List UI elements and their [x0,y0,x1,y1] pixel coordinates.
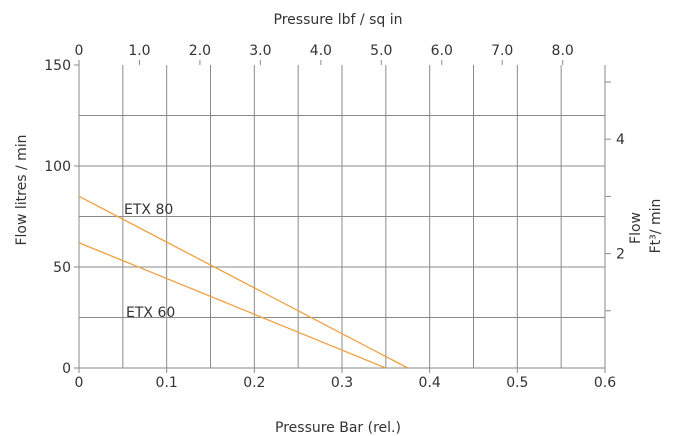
x-top-tick-label: 1.0 [128,43,150,59]
x-bottom-tick-label: 0.3 [331,375,353,391]
y-right-axis-label-line1: Flow [628,212,644,244]
y-left-axis-label: Flow litres / min [14,134,30,245]
x-top-tick-label: 6.0 [431,43,453,59]
x-top-tick-label: 0 [75,43,84,59]
x-top-tick-label: 8.0 [552,43,574,59]
series: ETX 80 ETX 60 [78,195,409,369]
y-right-tick-label: 4 [616,132,625,148]
x-bottom-tick-label: 0.4 [419,375,441,391]
x-bottom-tick-label: 0 [75,375,84,391]
ticks: 0 0.1 0.2 0.3 0.4 0.5 0.6 0 1.0 2.0 3.0 4.0 5.0 6.0 7.… [44,43,625,391]
series-label-etx-60: ETX 60 [126,305,175,321]
series-label-etx-80: ETX 80 [124,202,173,218]
x-top-tick-label: 5.0 [370,43,392,59]
x-top-tick-label: 7.0 [491,43,513,59]
y-left-tick-label: 150 [44,58,71,74]
x-bottom-tick-label: 0.1 [156,375,178,391]
y-left-tick-label: 100 [44,159,71,175]
x-top-axis-label: Pressure lbf / sq in [274,12,403,28]
x-bottom-axis-label: Pressure Bar (rel.) [275,420,401,436]
x-bottom-tick-label: 0.6 [594,375,616,391]
y-right-tick-label: 2 [616,247,625,263]
y-left-tick-label: 0 [62,361,71,377]
x-top-tick-label: 4.0 [310,43,332,59]
x-top-tick-label: 2.0 [189,43,211,59]
y-right-axis-label-line2: Ft³/ min [648,199,664,254]
x-bottom-tick-label: 0.5 [506,375,528,391]
grid [78,65,606,369]
series-line-etx-60 [78,242,387,369]
x-top-tick-label: 3.0 [249,43,271,59]
series-line-etx-80 [78,195,409,369]
x-bottom-tick-label: 0.2 [243,375,265,391]
y-left-tick-label: 50 [53,260,71,276]
